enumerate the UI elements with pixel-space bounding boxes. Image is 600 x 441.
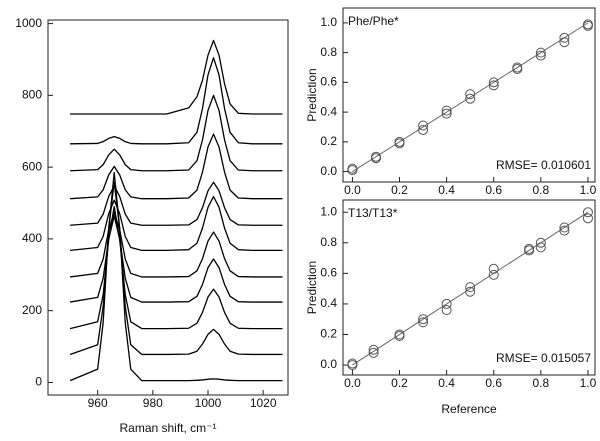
data-point (559, 222, 570, 233)
data-point (582, 207, 593, 218)
spectrum (69, 205, 283, 330)
data-point (524, 243, 535, 254)
data-point (394, 136, 405, 147)
spectrum (69, 211, 283, 278)
data-point (465, 282, 476, 293)
x-tick-label: 1.0 (580, 183, 597, 197)
plot-frame (342, 7, 596, 183)
data-point (582, 19, 593, 30)
x-tick-label: 960 (88, 396, 108, 410)
x-tick-label: 0.6 (485, 376, 502, 390)
y-tick-label: 0.2 (320, 327, 337, 341)
data-point (559, 32, 570, 43)
x-tick-label: 1020 (250, 396, 277, 410)
data-point (418, 120, 429, 131)
data-point (559, 225, 570, 236)
x-axis-label: Raman shift, cm⁻¹ (119, 421, 216, 435)
y-tick-label: 0.8 (320, 45, 337, 59)
y-axis-label: Prediction (305, 261, 319, 314)
data-point (465, 286, 476, 297)
data-point (418, 314, 429, 325)
y-tick-label: 0.0 (320, 164, 337, 178)
fit-line (352, 22, 589, 173)
data-point (488, 77, 499, 88)
y-tick-label: 1.0 (320, 15, 337, 29)
y-tick-label: 0.6 (320, 75, 337, 89)
y-tick-label: 0.0 (320, 357, 337, 371)
data-point (441, 305, 452, 316)
data-point (418, 317, 429, 328)
panel-label: Phe/Phe* (348, 14, 399, 28)
spectrum (70, 181, 283, 226)
data-point (465, 93, 476, 104)
x-tick-label: 0.2 (391, 376, 408, 390)
x-axis-label: Reference (441, 402, 497, 416)
spectrum (69, 215, 283, 303)
x-tick-label: 0.4 (438, 183, 455, 197)
y-tick-label: 1000 (15, 16, 42, 30)
data-point (347, 163, 358, 174)
y-tick-label: 600 (22, 159, 42, 173)
data-point (418, 124, 429, 135)
data-point (368, 347, 379, 358)
rmse-note: RMSE= 0.015057 (496, 351, 591, 365)
data-point (370, 151, 381, 162)
data-point (512, 62, 523, 73)
spectrum (70, 195, 283, 252)
spectrum (70, 133, 283, 200)
data-point (441, 298, 452, 309)
x-tick-label: 0.8 (532, 376, 549, 390)
data-point (347, 358, 358, 369)
x-tick-label: 0.8 (532, 183, 549, 197)
data-point (582, 213, 593, 224)
data-point (368, 344, 379, 355)
data-point (488, 263, 499, 274)
data-point (559, 37, 570, 48)
y-tick-label: 0.4 (320, 296, 337, 310)
plot-frame (47, 19, 289, 396)
y-tick-label: 0.2 (320, 134, 337, 148)
y-tick-label: 200 (22, 303, 42, 317)
y-tick-label: 0.4 (320, 104, 337, 118)
x-tick-label: 0.2 (391, 183, 408, 197)
plot-frame (342, 199, 596, 376)
x-tick-label: 0.6 (485, 183, 502, 197)
y-axis-label: Prediction (305, 68, 319, 121)
data-point (465, 89, 476, 100)
data-point (488, 80, 499, 91)
data-point (441, 105, 452, 116)
y-tick-label: 800 (22, 88, 42, 102)
spectrum (70, 94, 283, 172)
x-tick-label: 1000 (195, 396, 222, 410)
fit-line (352, 211, 589, 366)
x-tick-label: 1.0 (580, 376, 597, 390)
data-point (535, 47, 546, 58)
y-tick-label: 0.6 (320, 266, 337, 280)
x-tick-label: 0.4 (438, 376, 455, 390)
panel-label: T13/T13* (348, 206, 398, 220)
y-tick-label: 400 (22, 231, 42, 245)
y-tick-label: 0.8 (320, 235, 337, 249)
rmse-note: RMSE= 0.010601 (496, 158, 591, 172)
spectrum (70, 57, 283, 145)
x-tick-label: 980 (143, 396, 163, 410)
spectrum (70, 39, 283, 115)
spectrum (69, 181, 283, 356)
data-point (535, 50, 546, 61)
y-tick-label: 1.0 (320, 204, 337, 218)
data-point (441, 108, 452, 119)
x-tick-label: 0.0 (344, 183, 361, 197)
x-tick-label: 0.0 (344, 376, 361, 390)
data-point (394, 329, 405, 340)
y-tick-label: 0 (35, 375, 42, 389)
data-point (488, 269, 499, 280)
data-point (535, 242, 546, 253)
data-point (535, 237, 546, 248)
